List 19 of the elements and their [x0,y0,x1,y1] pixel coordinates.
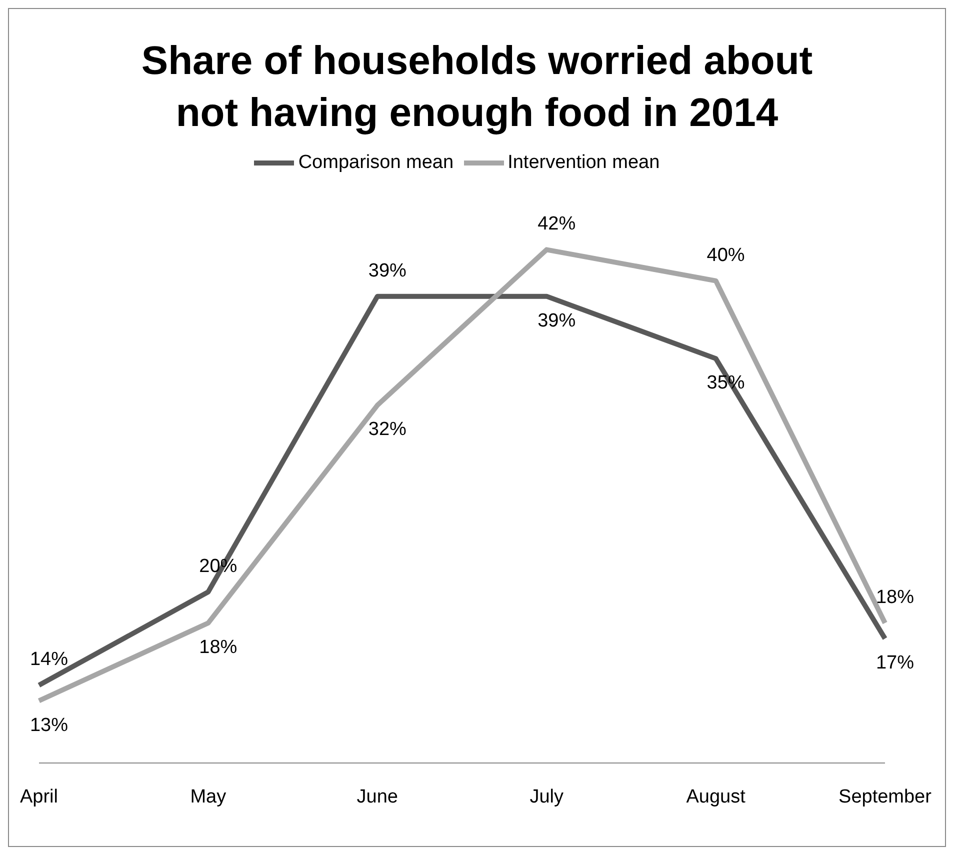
data-label: 18% [199,637,238,658]
data-label: 18% [876,587,914,608]
chart-title: Share of households worried about not having enough food in 2014 [140,38,814,137]
x-tick-label: May [190,786,227,808]
data-label: 40% [706,244,745,266]
x-tick-label: June [356,786,398,808]
x-tick-label: September [838,786,932,808]
data-label: 17% [876,652,914,674]
x-tick-label: April [20,786,58,808]
data-label: 39% [538,310,576,332]
legend-label: Comparison mean [298,152,454,174]
legend-label: Intervention mean [508,152,660,174]
x-tick-label: July [530,786,564,808]
data-label: 39% [368,260,407,282]
data-label: 42% [538,214,576,235]
data-label: 13% [30,714,68,736]
data-label: 14% [30,649,68,670]
data-label: 32% [368,419,407,440]
x-tick-label: August [686,786,746,808]
